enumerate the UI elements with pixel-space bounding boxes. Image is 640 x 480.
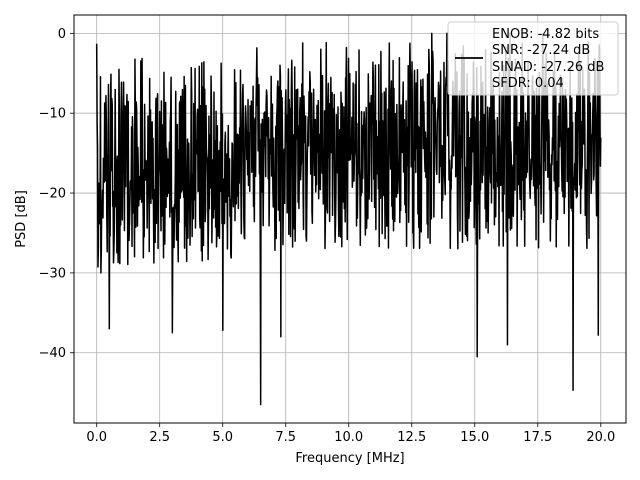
legend-line-enob: ENOB: -4.82 bits: [492, 27, 599, 42]
legend-line-sfdr: SFDR: 0.04: [492, 76, 564, 91]
legend-line-snr: SNR: -27.24 dB: [492, 43, 590, 58]
psd-line-path: [95, 32, 602, 406]
legend-line-sinad: SINAD: -27.26 dB: [492, 60, 604, 75]
x-tick-label: 0.0: [86, 430, 107, 445]
legend-box: [447, 21, 619, 96]
y-tick-label: −30: [39, 266, 66, 281]
x-tick-label: 10.0: [334, 430, 363, 445]
legend: ENOB: -4.82 bits SNR: -27.24 dB SINAD: -…: [447, 21, 619, 96]
x-tick-label: 2.5: [149, 430, 170, 445]
y-tick-label: −40: [39, 346, 66, 361]
y-tick-label: −20: [39, 187, 66, 202]
x-tick-label: 15.0: [460, 430, 489, 445]
x-tick-label: 5.0: [212, 430, 233, 445]
y-tick-label: −10: [39, 107, 66, 122]
x-tick-label: 12.5: [397, 430, 426, 445]
x-axis-label: Frequency [MHz]: [295, 451, 404, 466]
y-axis-ticks: 0 −10 −20 −30 −40: [39, 27, 74, 361]
x-tick-label: 20.0: [586, 430, 615, 445]
x-tick-label: 7.5: [275, 430, 296, 445]
axes-frame: [73, 14, 627, 424]
psd-series-line: [95, 32, 602, 406]
x-tick-label: 17.5: [523, 430, 552, 445]
y-axis-label: PSD [dB]: [14, 190, 29, 248]
y-tick-label: 0: [58, 27, 66, 42]
x-axis-ticks: 0.0 2.5 5.0 7.5 10.0 12.5 15.0 17.5 20.0: [86, 423, 615, 445]
